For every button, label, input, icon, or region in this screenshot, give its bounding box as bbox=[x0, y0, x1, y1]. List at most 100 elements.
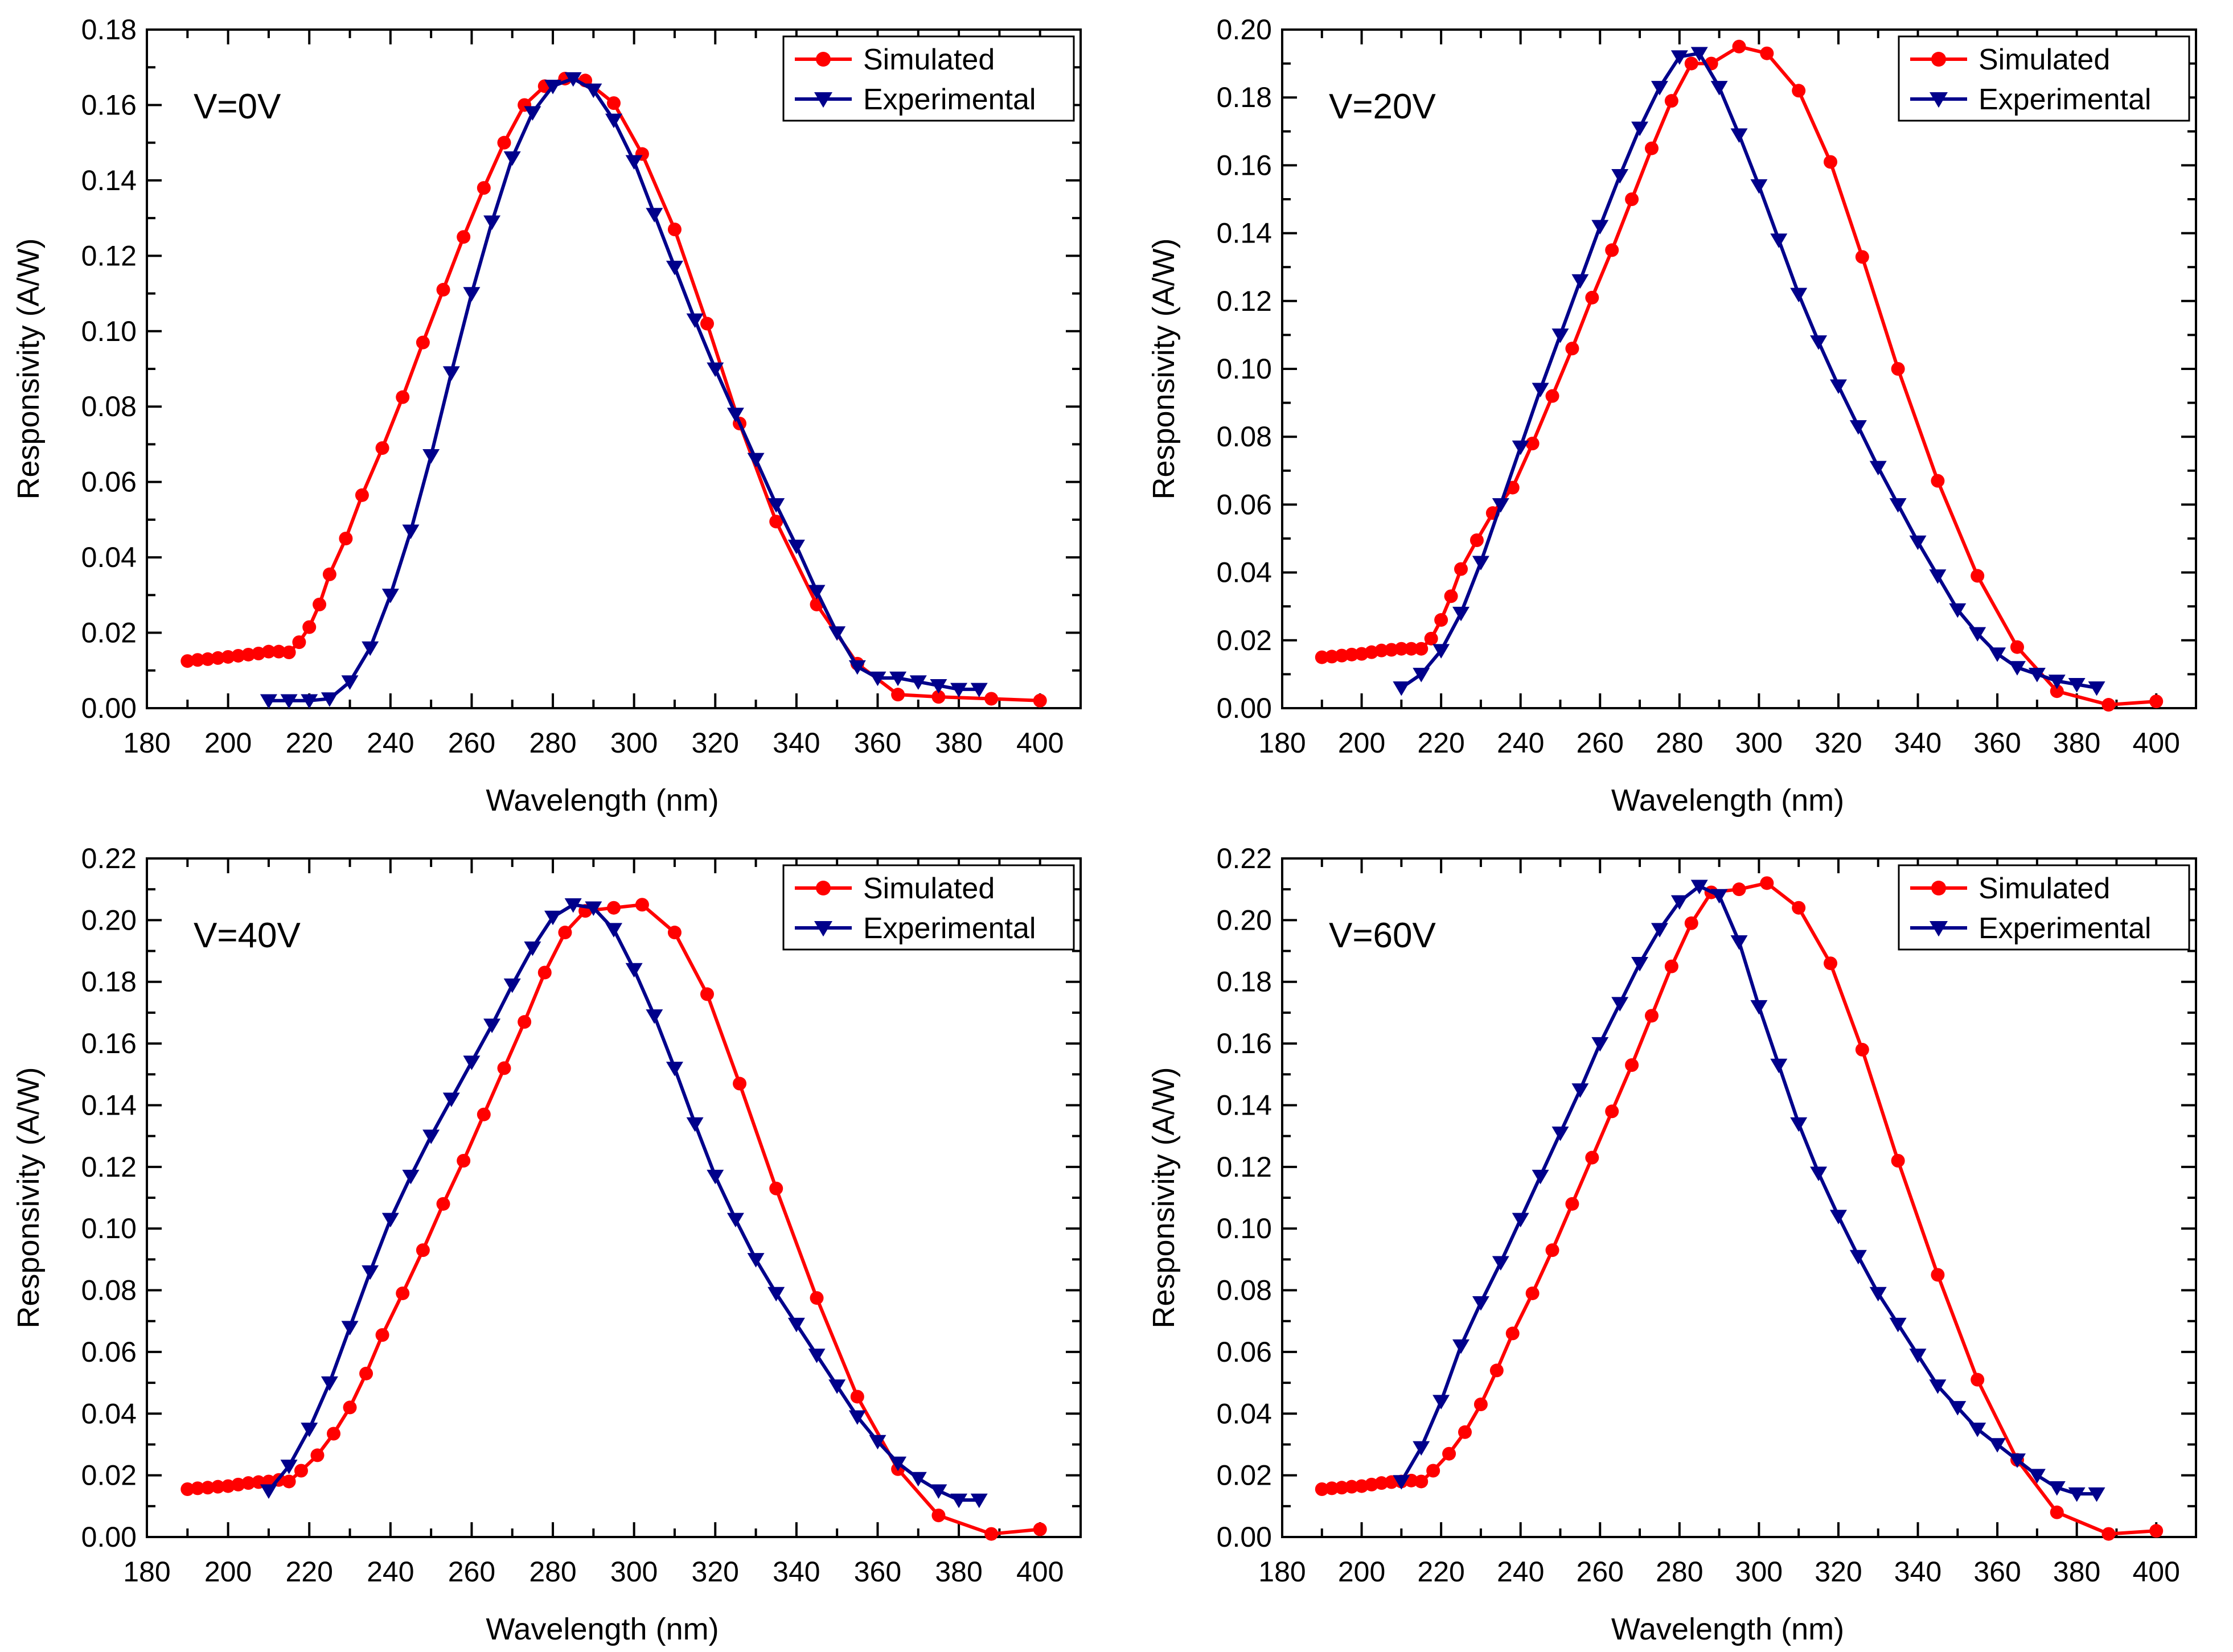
data-point bbox=[321, 1376, 338, 1391]
data-point bbox=[463, 287, 481, 302]
x-tick-label: 280 bbox=[529, 1556, 576, 1588]
data-point bbox=[747, 1253, 765, 1268]
data-point bbox=[211, 651, 225, 665]
y-tick-label: 0.16 bbox=[81, 89, 137, 121]
data-point bbox=[585, 901, 602, 916]
data-point bbox=[605, 923, 622, 938]
data-point bbox=[1492, 1256, 1509, 1271]
y-tick-label: 0.22 bbox=[1217, 843, 1272, 874]
x-tick-label: 380 bbox=[2053, 727, 2100, 759]
x-tick-label: 380 bbox=[2053, 1556, 2100, 1588]
data-point bbox=[828, 1379, 846, 1394]
data-point bbox=[2088, 1487, 2105, 1502]
x-tick-label: 320 bbox=[692, 727, 739, 759]
data-point bbox=[280, 1460, 298, 1474]
data-point bbox=[1931, 1268, 1945, 1282]
legend-marker bbox=[1931, 52, 1946, 67]
data-point bbox=[1625, 192, 1639, 206]
data-point bbox=[1869, 461, 1887, 476]
data-point bbox=[1458, 1425, 1472, 1439]
y-axis: 0.00 0.02 0.04 0.06 0.08 0.10 0.12 0.14 0.16 0.18 bbox=[81, 14, 1081, 724]
legend-marker bbox=[816, 52, 831, 67]
data-point bbox=[381, 1213, 399, 1228]
data-point bbox=[828, 626, 846, 641]
x-axis-title: Wavelength (nm) bbox=[1611, 1612, 1844, 1646]
legend-simulated: Simulated bbox=[795, 43, 995, 76]
plot-frame bbox=[146, 28, 1082, 709]
x-tick-label: 340 bbox=[1894, 727, 1941, 759]
x-tick-label: 340 bbox=[773, 1556, 820, 1588]
y-tick-label: 0.14 bbox=[1217, 1089, 1272, 1121]
x-tick-label: 320 bbox=[1815, 1556, 1862, 1588]
legend: Simulated Experimental bbox=[782, 864, 1075, 951]
data-point bbox=[667, 926, 682, 940]
data-point bbox=[231, 1477, 245, 1491]
data-point bbox=[1710, 889, 1728, 904]
x-tick-label: 280 bbox=[1656, 1556, 1703, 1588]
x-tick-label: 240 bbox=[367, 727, 414, 759]
y-tick-label: 0.14 bbox=[1217, 217, 1272, 249]
series-experimental bbox=[260, 898, 988, 1509]
data-point bbox=[402, 524, 420, 540]
y-tick-label: 0.04 bbox=[1217, 557, 1272, 589]
data-point bbox=[294, 1464, 308, 1478]
data-point bbox=[1849, 420, 1867, 435]
data-point bbox=[625, 963, 643, 978]
data-point bbox=[524, 106, 541, 121]
data-point bbox=[1585, 1150, 1599, 1165]
data-point bbox=[292, 635, 306, 650]
data-point bbox=[1909, 1349, 1927, 1363]
y-tick-label: 0.06 bbox=[81, 1336, 137, 1368]
series-experimental bbox=[1393, 47, 2105, 696]
data-point bbox=[564, 72, 582, 87]
data-point bbox=[607, 901, 621, 915]
y-tick-label: 0.10 bbox=[81, 1213, 137, 1244]
voltage-annotation: V=0V bbox=[194, 87, 281, 126]
data-point bbox=[180, 1482, 195, 1497]
data-point bbox=[1345, 1480, 1359, 1494]
y-tick-label: 0.08 bbox=[1217, 421, 1272, 453]
data-point bbox=[1571, 274, 1589, 289]
data-point bbox=[1442, 1446, 1456, 1461]
data-point bbox=[2050, 1505, 2064, 1519]
data-point bbox=[1374, 1476, 1389, 1490]
data-point bbox=[889, 1456, 907, 1472]
x-tick-label: 280 bbox=[1656, 727, 1703, 759]
data-point bbox=[2008, 661, 2026, 676]
data-point bbox=[1565, 1197, 1579, 1211]
x-tick-label: 400 bbox=[2132, 1556, 2179, 1588]
data-point bbox=[457, 1153, 471, 1168]
data-point bbox=[1434, 613, 1448, 627]
data-point bbox=[1472, 1296, 1489, 1311]
data-point bbox=[848, 660, 866, 675]
y-tick-label: 0.00 bbox=[81, 692, 137, 724]
x-tick-label: 300 bbox=[1735, 727, 1783, 759]
data-point bbox=[1393, 681, 1410, 696]
data-point bbox=[1611, 169, 1629, 184]
y-axis: 0.00 0.02 0.04 0.06 0.08 0.10 0.12 0.14 0.16 0.18… bbox=[1217, 843, 2196, 1553]
data-point bbox=[667, 222, 682, 236]
data-point bbox=[1849, 1250, 1867, 1265]
data-point bbox=[1414, 642, 1429, 656]
data-point bbox=[1792, 84, 1806, 98]
data-point bbox=[362, 1265, 379, 1280]
x-tick-label: 400 bbox=[1016, 1556, 1064, 1588]
data-point bbox=[1730, 128, 1748, 143]
data-point bbox=[355, 488, 369, 502]
data-point bbox=[341, 1321, 359, 1335]
legend-marker bbox=[814, 92, 832, 108]
x-tick-label: 220 bbox=[1417, 1556, 1464, 1588]
data-point bbox=[585, 83, 602, 98]
voltage-annotation: V=60V bbox=[1329, 916, 1436, 955]
data-point bbox=[180, 654, 195, 668]
y-tick-label: 0.16 bbox=[1217, 149, 1272, 181]
data-point bbox=[564, 898, 582, 913]
x-tick-label: 280 bbox=[529, 727, 576, 759]
x-tick-label: 220 bbox=[1417, 727, 1464, 759]
y-tick-label: 0.20 bbox=[1217, 904, 1272, 936]
data-point bbox=[375, 1328, 389, 1342]
data-point bbox=[1631, 956, 1649, 972]
data-point bbox=[1525, 1286, 1540, 1300]
data-point bbox=[1585, 290, 1599, 305]
x-tick-label: 240 bbox=[367, 1556, 414, 1588]
